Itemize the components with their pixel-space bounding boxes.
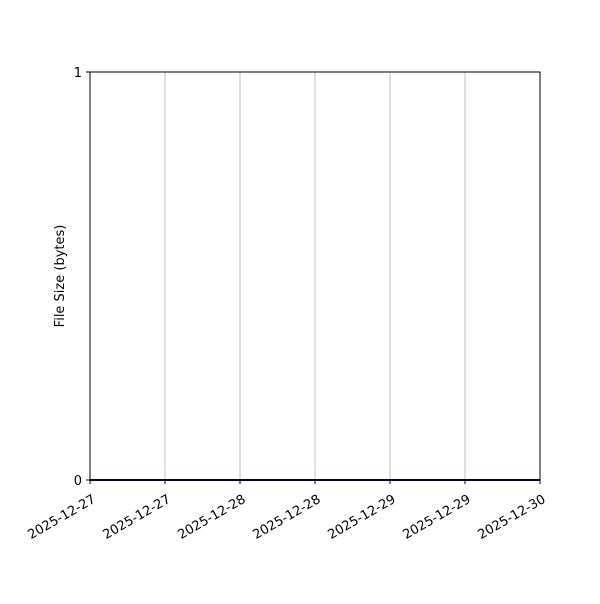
- y-axis-label: File Size (bytes): [53, 225, 68, 328]
- x-tick-label: 2025-12-27: [100, 492, 173, 543]
- x-axis: 2025-12-27 2025-12-27 2025-12-28 2025-12-28…: [25, 480, 548, 543]
- grid-lines: [164, 72, 466, 480]
- x-tick-label: 2025-12-29: [325, 492, 398, 543]
- y-axis: 01: [74, 66, 90, 489]
- x-tick-label: 2025-12-28: [175, 492, 248, 543]
- x-tick-label: 2025-12-27: [25, 492, 98, 543]
- x-tick-label: 2025-12-30: [475, 492, 548, 543]
- x-tick-label: 2025-12-28: [250, 492, 323, 543]
- x-tick-label: 2025-12-29: [400, 492, 473, 543]
- y-tick-label: 0: [74, 474, 82, 489]
- y-tick-label: 1: [74, 66, 82, 81]
